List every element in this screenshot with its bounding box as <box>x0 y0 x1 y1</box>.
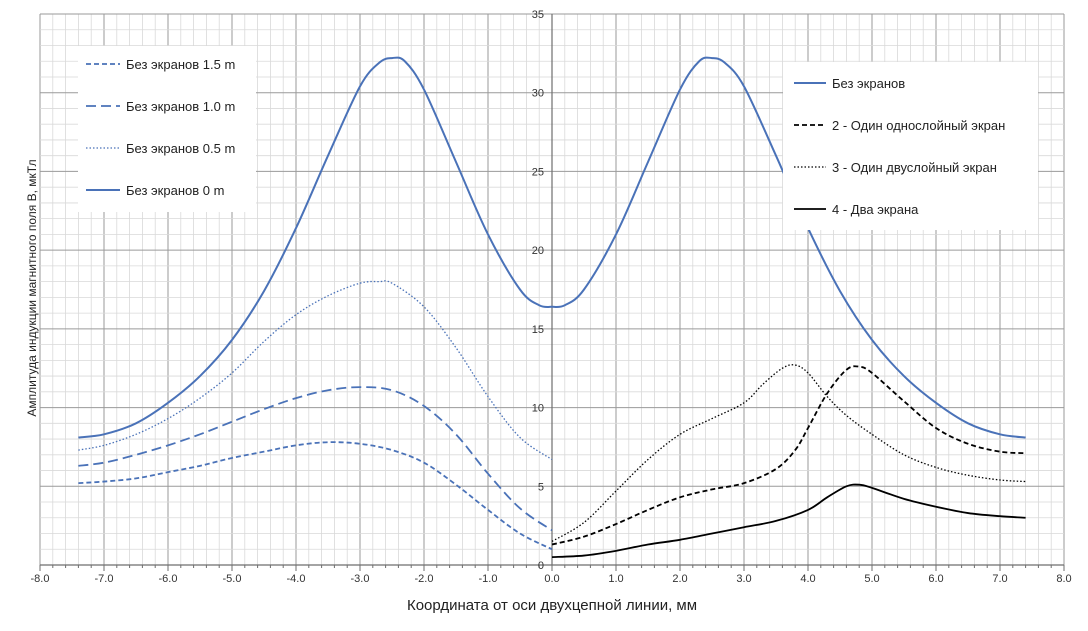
x-tick-label: 4.0 <box>800 573 815 585</box>
x-tick-label: -5.0 <box>223 573 242 585</box>
x-tick-label: 2.0 <box>672 573 687 585</box>
series-line-4 <box>78 441 553 551</box>
y-tick-label: 20 <box>532 245 544 257</box>
legend-label: Без экранов 0 m <box>126 183 224 198</box>
x-tick-label: 3.0 <box>736 573 751 585</box>
legend-label: Без экранов 1.5 m <box>126 57 235 72</box>
legend-label: Без экранов <box>832 76 905 91</box>
legend-label: Без экранов 1.0 m <box>126 99 235 114</box>
x-tick-label: -3.0 <box>351 573 370 585</box>
x-tick-label: -1.0 <box>479 573 498 585</box>
x-tick-label: 1.0 <box>608 573 623 585</box>
y-tick-label: 25 <box>532 166 544 178</box>
y-tick-label: 30 <box>532 88 544 100</box>
x-axis-title: Координата от оси двухцепной линии, мм <box>407 597 697 614</box>
x-tick-label: -6.0 <box>159 573 178 585</box>
x-tick-label: 0.0 <box>544 573 559 585</box>
x-tick-label: 7.0 <box>992 573 1007 585</box>
series-line-7 <box>551 364 1026 542</box>
y-tick-label: 35 <box>532 9 544 21</box>
legends: Без экранов 1.5 m Без экранов 1.0 m Без эк… <box>78 46 1038 230</box>
legend-label: 3 - Один двуслойный экран <box>832 160 997 175</box>
series-line-3 <box>78 386 553 532</box>
y-tick-label: 0 <box>538 560 544 572</box>
x-tick-label: 6.0 <box>928 573 943 585</box>
x-tick-label: 8.0 <box>1056 573 1071 585</box>
series-line-1 <box>78 56 553 439</box>
series-line-2 <box>78 280 553 461</box>
legend-label: Без экранов 0.5 m <box>126 141 235 156</box>
legend-box <box>78 46 256 212</box>
series-line-5 <box>551 56 1026 439</box>
y-tick-label: 15 <box>532 324 544 336</box>
axes <box>39 14 1065 571</box>
legend-box <box>783 62 1038 230</box>
series-lines <box>78 56 1026 559</box>
tick-labels: -8.0 -7.0 -6.0 -5.0 -4.0 -3.0 -2.0 -1.0 0.0 1.0 2.… <box>31 9 1072 585</box>
x-tick-label: -4.0 <box>287 573 306 585</box>
x-tick-label: -8.0 <box>31 573 50 585</box>
x-tick-label: 5.0 <box>864 573 879 585</box>
y-tick-label: 5 <box>538 481 544 493</box>
y-axis-title: Амплитуда индукции магнитного поля B, мк… <box>25 159 39 416</box>
x-tick-label: -7.0 <box>95 573 114 585</box>
legend-label: 4 - Два экрана <box>832 202 919 217</box>
series-line-8 <box>551 483 1026 559</box>
legend-label: 2 - Один однослойный экран <box>832 118 1005 133</box>
x-tick-label: -2.0 <box>415 573 434 585</box>
y-tick-label: 10 <box>532 403 544 415</box>
series-line-6 <box>551 365 1026 546</box>
